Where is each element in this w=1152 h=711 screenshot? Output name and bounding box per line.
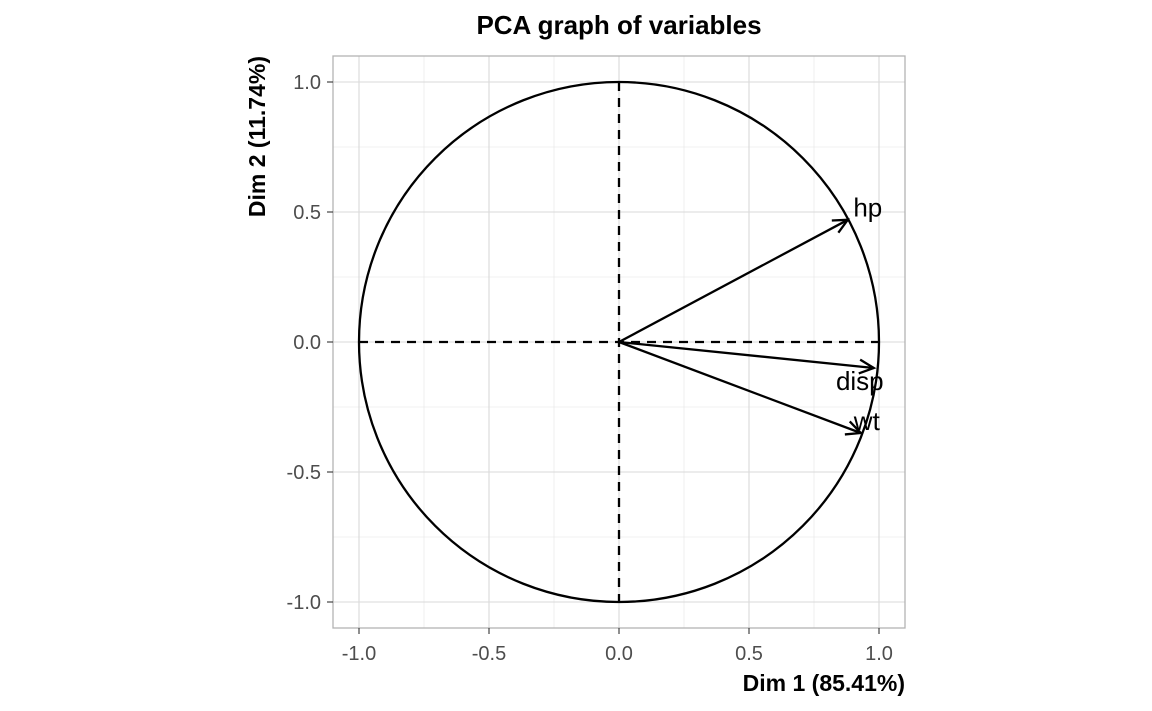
arrow-shaft-disp [618, 340, 874, 370]
x-tick-label: -1.0 [342, 643, 376, 665]
y-axis-label: Dim 2 (11.74%) [244, 56, 270, 217]
arrow-head-disp [858, 358, 877, 375]
arrow-head-wt [844, 420, 864, 436]
variable-arrows [618, 218, 877, 436]
variable-label-disp: disp [836, 366, 884, 396]
chart-title: PCA graph of variables [476, 10, 761, 40]
variable-labels: hp disp wt [836, 193, 884, 436]
x-tick-label: -0.5 [472, 643, 506, 665]
y-tick-label: 0.5 [293, 202, 321, 224]
y-tick-label: -0.5 [287, 462, 321, 484]
tick-layer: -1.0 -0.5 0.0 0.5 1.0 -1.0 -0.5 0.0 0.5 1.0 [287, 72, 893, 665]
y-tick-label: -1.0 [287, 592, 321, 614]
variable-label-wt: wt [853, 406, 881, 436]
x-tick-label: 0.5 [735, 643, 763, 665]
x-axis-label: Dim 1 (85.41%) [743, 670, 905, 696]
variable-label-hp: hp [853, 193, 882, 223]
arrow-head-hp [831, 218, 851, 234]
y-tick-label: 1.0 [293, 72, 321, 94]
y-tick-label: 0.0 [293, 332, 321, 354]
arrow-shaft-hp [618, 218, 849, 344]
arrow-shaft-wt [618, 340, 862, 435]
x-tick-label: 0.0 [605, 643, 633, 665]
x-tick-label: 1.0 [865, 643, 893, 665]
